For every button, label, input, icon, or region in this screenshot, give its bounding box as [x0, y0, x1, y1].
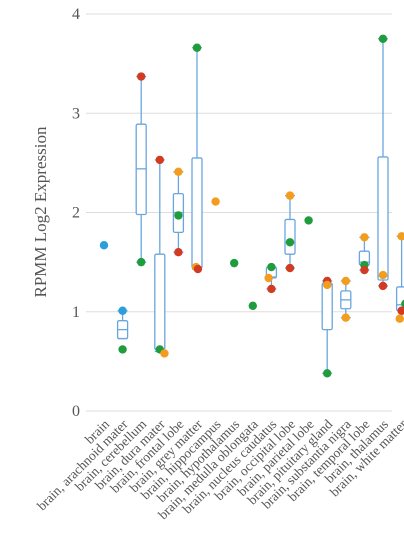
data-point [395, 314, 404, 323]
data-point [323, 369, 332, 378]
data-point [192, 43, 202, 52]
data-point [193, 264, 203, 274]
data-point [378, 281, 388, 291]
data-point [230, 258, 239, 268]
y-tick-label: 1 [72, 304, 80, 321]
data-point [378, 34, 388, 44]
data-point [360, 233, 369, 242]
data-point [118, 345, 127, 354]
box-iqr [321, 282, 333, 331]
box-iqr [154, 253, 166, 351]
box-3 [154, 159, 166, 353]
data-point [341, 313, 350, 322]
data-point [285, 263, 295, 273]
box-2 [135, 75, 147, 263]
y-tick-label: 2 [72, 205, 80, 222]
box-iqr [191, 157, 203, 269]
data-point [211, 197, 220, 206]
y-axis-ticks: 0 1 2 3 4 [72, 6, 80, 420]
data-point [267, 284, 276, 294]
data-point [360, 265, 369, 275]
data-point [378, 270, 388, 280]
box-10 [284, 194, 296, 269]
data-point [248, 301, 257, 310]
data-point [137, 72, 146, 81]
y-tick-label: 0 [72, 403, 80, 420]
data-point [160, 349, 169, 358]
box-iqr [377, 156, 389, 281]
data-point [304, 216, 313, 225]
data-point [401, 299, 404, 308]
data-point [341, 276, 350, 286]
y-tick-label: 4 [72, 6, 80, 23]
data-point [99, 241, 109, 250]
data-point [155, 155, 164, 165]
data-point [397, 306, 404, 315]
box-15 [377, 38, 389, 287]
y-tick-label: 3 [72, 105, 80, 122]
data-point [174, 248, 183, 257]
data-point [285, 191, 295, 200]
grid-lines [86, 13, 392, 412]
data-point [264, 273, 273, 283]
data-point [397, 232, 404, 241]
y-axis-title: RPMM Log2 Expression [31, 126, 50, 297]
data-point [174, 167, 183, 177]
data-point [137, 257, 146, 267]
box-12 [321, 280, 333, 374]
box-iqr [284, 218, 296, 255]
box-series [116, 38, 404, 374]
point-series [99, 34, 404, 378]
data-point [118, 306, 127, 315]
data-point [174, 211, 183, 220]
data-point [285, 238, 295, 247]
box-5 [191, 47, 203, 270]
data-point [323, 280, 332, 290]
data-point [267, 262, 276, 272]
